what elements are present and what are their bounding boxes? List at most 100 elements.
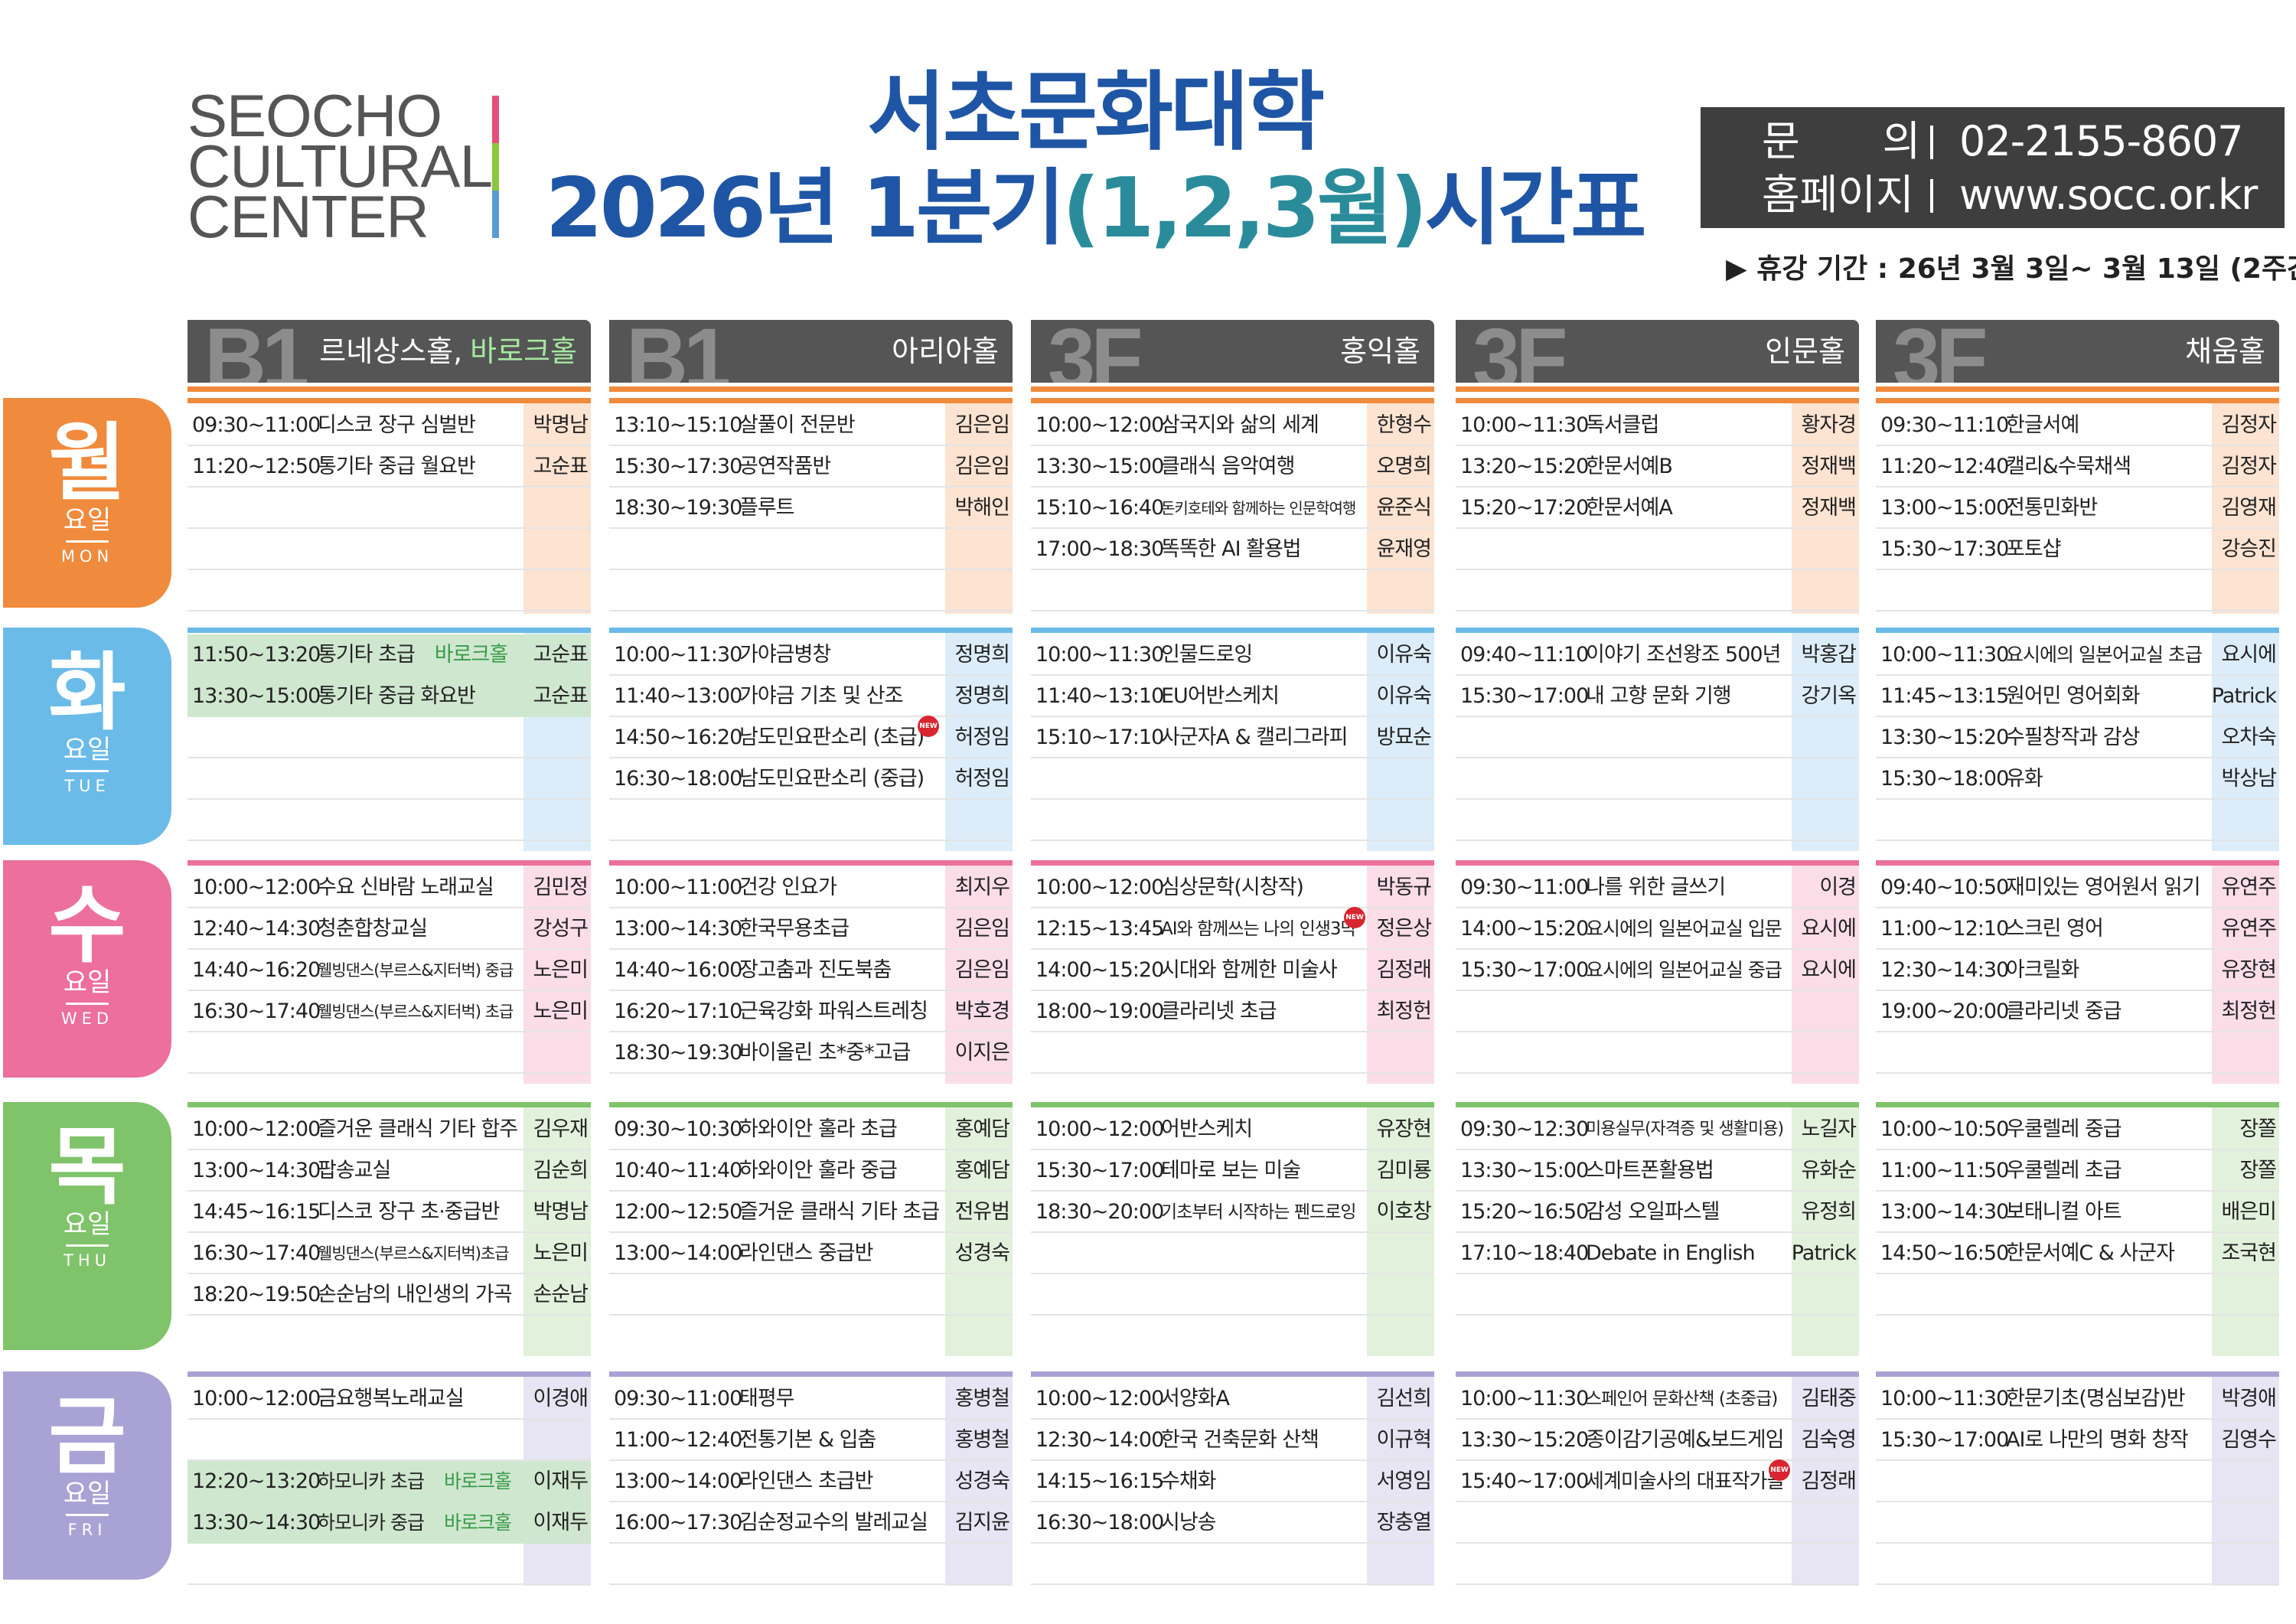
class-entry: 16:30~18:00 남도민요판소리 (중급) 허정임 — [609, 758, 1013, 800]
class-title: 한문기초(명심보감)반 — [2006, 1378, 2186, 1420]
class-teacher: 노은미 — [533, 1000, 589, 1023]
class-time: 11:20~12:40 — [1880, 455, 2009, 478]
class-teacher: 허정임 — [954, 726, 1010, 749]
class-title-text: 플루트 — [739, 496, 795, 520]
class-title: 미용실무(자격증 및 생활미용) — [1586, 1109, 1784, 1150]
class-entry: 12:00~12:50 즐거운 클래식 기타 초급 전유범 — [609, 1192, 1013, 1233]
class-teacher: 이유숙 — [1376, 643, 1432, 667]
class-title: 보태니컬 아트 — [2006, 1192, 2122, 1233]
row-line — [609, 570, 1013, 611]
class-title: 요시에의 일본어교실 입문 — [1586, 908, 1782, 950]
room-name: 아리아홀 — [892, 320, 999, 383]
day-topline — [1876, 860, 2279, 866]
day-rule — [66, 1514, 109, 1516]
class-entry: 11:40~13:10 EU어반스케치 이유숙 — [1031, 676, 1434, 717]
row-line — [1456, 1192, 1859, 1233]
class-teacher: 홍예담 — [954, 1159, 1010, 1182]
row-line — [1031, 1192, 1434, 1233]
class-time: 18:30~19:30 — [614, 496, 742, 520]
row-line — [1031, 1274, 1434, 1316]
class-entry: 10:00~11:30 독서클럽 황자경 — [1456, 405, 1859, 446]
class-time: 15:30~17:00 — [1460, 684, 1589, 708]
day-topline — [1876, 1102, 2279, 1107]
class-title: 디스코 장구 심벌반 — [318, 405, 476, 446]
class-teacher: 김영수 — [2221, 1428, 2277, 1452]
day-topline — [188, 1371, 591, 1377]
row-line — [1876, 991, 2279, 1032]
day-room-cell: 09:30~11:00 디스코 장구 심벌반 박명남 11:20~12:50 통기타 중… — [188, 398, 591, 614]
class-entry: 09:40~11:10 이야기 조선왕조 500년 박홍갑 — [1456, 634, 1859, 676]
class-teacher: 이규혁 — [1376, 1428, 1432, 1452]
class-time: 12:40~14:30 — [192, 917, 321, 941]
class-teacher: 홍예담 — [954, 1117, 1010, 1141]
class-entry: 18:30~19:30 플루트 박해인 — [609, 488, 1013, 529]
row-line — [1876, 950, 2279, 991]
row-line — [1031, 1233, 1434, 1274]
class-time: 12:30~14:30 — [1880, 958, 2009, 982]
row-line — [1876, 446, 2279, 488]
class-title-text: 삼국지와 삶의 세계 — [1161, 413, 1319, 437]
class-entry: 10:00~12:00 삼국지와 삶의 세계 한형수 — [1031, 405, 1434, 446]
class-title-text: 웰빙댄스(부르스&지터벅) 초급 — [318, 1003, 514, 1021]
class-title: 수요 신바람 노래교실 — [318, 867, 494, 908]
row-line — [609, 1461, 1013, 1502]
row-line — [1031, 1150, 1434, 1192]
class-title: 우쿨렐레 중급 — [2006, 1109, 2122, 1150]
class-title: 라인댄스 중급반 — [739, 1233, 873, 1274]
class-entry: 10:00~10:50 우쿨렐레 중급 장쫄 — [1876, 1109, 2279, 1150]
class-teacher: 정재백 — [1801, 496, 1857, 520]
class-time: 10:00~11:30 — [1880, 643, 2009, 667]
room-underline — [1031, 386, 1434, 392]
class-title: 한문서예A — [1586, 488, 1673, 529]
class-title: 살풀이 전문반 — [739, 405, 856, 446]
day-room-cell: 10:00~11:30 한문기초(명심보감)반 박경애 15:30~17:00 AI로 … — [1876, 1371, 2279, 1586]
class-time: 10:00~11:30 — [1460, 1387, 1589, 1410]
class-entry: 09:30~12:30 미용실무(자격증 및 생활미용) 노길자 — [1456, 1109, 1859, 1150]
class-time: 13:00~14:30 — [614, 917, 742, 941]
class-title-text: 디스코 장구 초·중급반 — [318, 1200, 500, 1224]
class-time: 14:40~16:00 — [614, 958, 742, 982]
class-title-text: 손순남의 내인생의 가곡 — [318, 1283, 513, 1306]
row-line — [1876, 758, 2279, 800]
class-title: 남도민요판소리 (초급) — [739, 717, 925, 758]
class-title: 종이감기공예&보드게임 — [1586, 1420, 1784, 1461]
row-line — [1456, 1274, 1859, 1316]
contact-value: www.socc.or.kr — [1959, 171, 2258, 219]
class-time: 10:00~12:00 — [1035, 413, 1164, 437]
row-line — [609, 1192, 1013, 1233]
day-suffix: 요일 — [63, 735, 112, 765]
class-teacher: 조국현 — [2221, 1241, 2277, 1265]
class-time: 09:30~11:00 — [1460, 876, 1589, 899]
logo-line: SEOCHO — [188, 82, 442, 149]
contact-value: 02-2155-8607 — [1959, 117, 2244, 165]
row-line — [1456, 991, 1859, 1032]
row-line — [1456, 570, 1859, 611]
row-line — [1456, 950, 1859, 991]
class-teacher: 이지은 — [954, 1041, 1010, 1065]
row-line — [188, 446, 591, 488]
class-entry: 11:00~12:10 스크린 영어 유연주 — [1876, 908, 2279, 950]
row-line — [609, 991, 1013, 1032]
class-time: 14:50~16:20 — [614, 726, 742, 749]
class-title: 장고춤과 진도북춤 — [739, 950, 892, 991]
class-title-text: 한문서예A — [1586, 496, 1673, 520]
class-title-text: 시대와 함께한 미술사 — [1161, 958, 1338, 982]
class-title: Debate in English — [1586, 1233, 1756, 1274]
row-line — [609, 1274, 1013, 1316]
day-room-cell: 10:00~11:30 스페인어 문화산책 (초중급) 김태중 13:30~15:20… — [1456, 1371, 1859, 1586]
class-entry: 13:00~14:00 라인댄스 중급반 성경숙 — [609, 1233, 1013, 1274]
class-teacher: 박상남 — [2221, 767, 2277, 791]
class-title: 웰빙댄스(부르스&지터벅) 초급 — [318, 991, 514, 1032]
day-topline — [1876, 398, 2279, 403]
day-room-cell: 13:10~15:10 살풀이 전문반 김은임 15:30~17:30 공연작품반 김은임… — [609, 398, 1013, 614]
class-time: 13:30~15:20 — [1460, 1428, 1589, 1452]
class-title: 팝송교실 — [318, 1150, 391, 1192]
room-name-text: 인문홀 — [1765, 334, 1845, 368]
class-title-text: 요시에의 일본어교실 초급 — [2006, 644, 2203, 666]
class-teacher: 윤재영 — [1376, 537, 1432, 561]
class-entry: 15:10~16:40 돈키호테와 함께하는 인문학여행 윤준식 — [1031, 488, 1434, 529]
class-time: 13:10~15:10 — [614, 413, 742, 437]
class-title-text: 장고춤과 진도북춤 — [739, 958, 892, 982]
class-entry: 09:30~11:00 나를 위한 글쓰기 이경 — [1456, 867, 1859, 908]
